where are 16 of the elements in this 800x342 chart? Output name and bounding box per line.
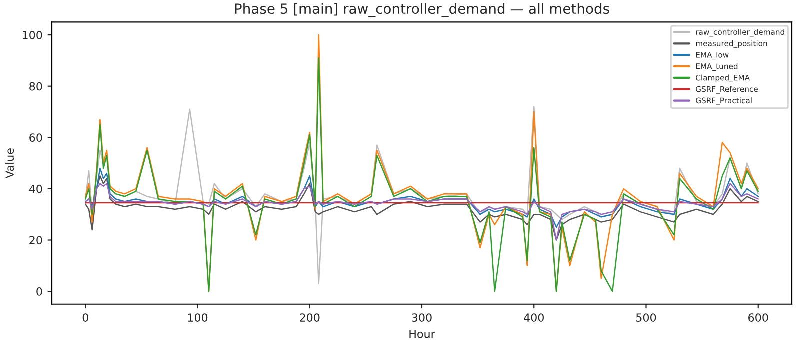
y-tick-label: 20 — [30, 236, 42, 245]
x-axis-title: Hour — [410, 330, 436, 338]
x-tick-label: 500 — [636, 314, 656, 322]
y-tick-label: 100 — [22, 31, 42, 40]
x-tick-label: 0 — [82, 314, 88, 322]
y-tick-label: 60 — [30, 134, 42, 142]
x-tick-label: 600 — [748, 314, 768, 322]
y-tick-label: 0 — [36, 288, 42, 296]
x-tick-label: 400 — [524, 314, 544, 322]
chart-title: Phase 5 [main] raw_controller_demand — all methods — [235, 3, 610, 18]
x-tick-label: 100 — [188, 314, 208, 322]
x-tick-label: 300 — [412, 314, 432, 322]
y-tick-label: 80 — [30, 82, 42, 91]
x-tick-label: 200 — [300, 314, 320, 322]
y-tick-label: 40 — [29, 184, 42, 194]
y-axis-title: Value — [5, 148, 14, 178]
